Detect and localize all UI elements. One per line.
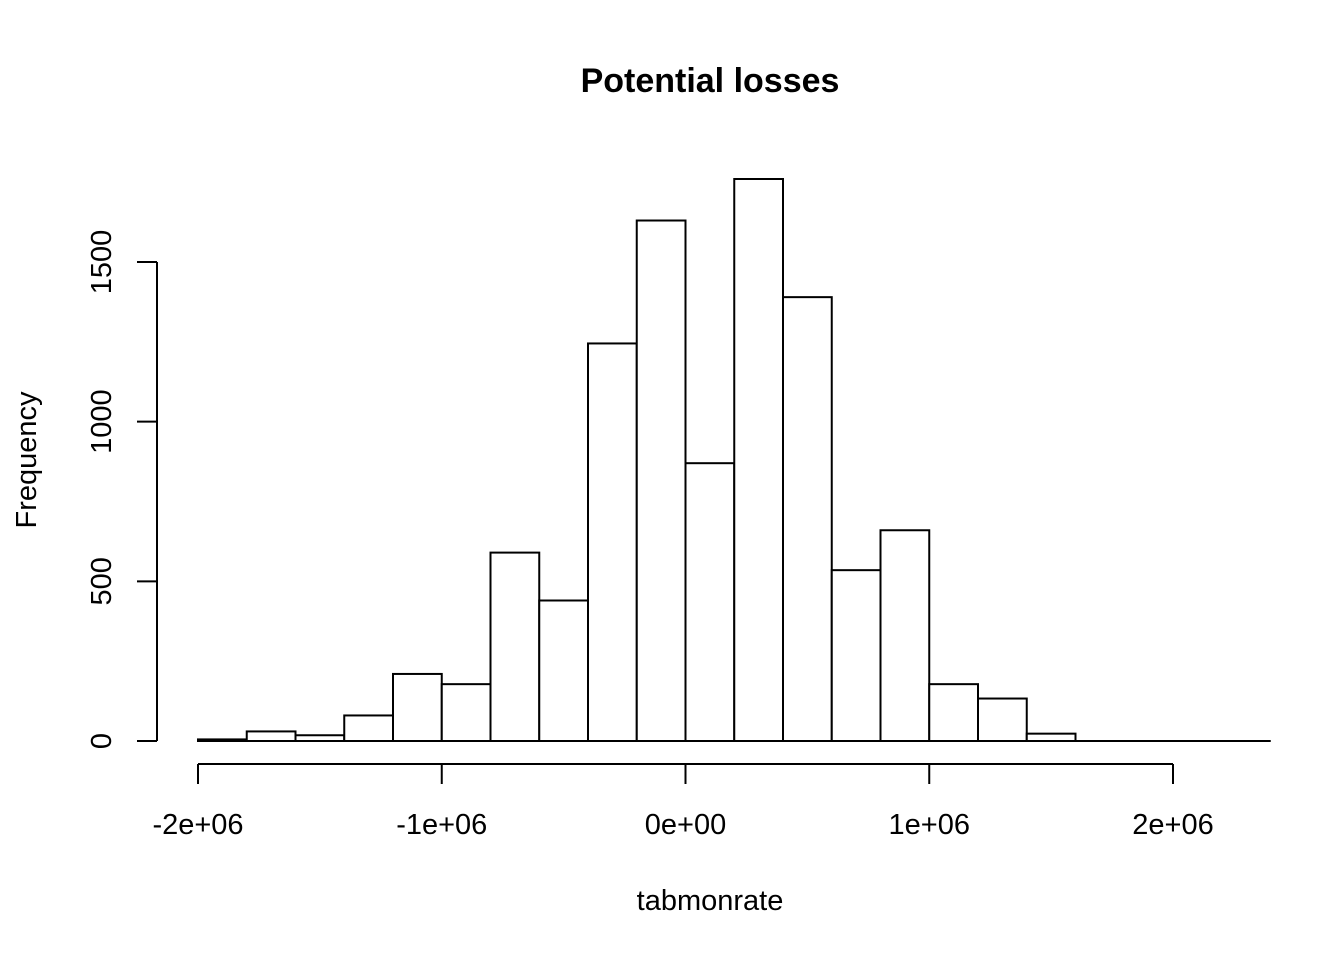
x-axis-title: tabmonrate (637, 885, 784, 917)
y-axis-title: Frequency (11, 391, 43, 529)
histogram-bar (489, 551, 541, 743)
histogram-bar (440, 683, 492, 743)
x-axis: -2e+06 -1e+06 0e+00 1e+06 2e+06 (152, 763, 1214, 841)
x-tick-label: 2e+06 (1132, 809, 1213, 841)
histogram-bar (977, 697, 1028, 743)
histogram-bar (245, 730, 297, 743)
histogram-bar (343, 714, 394, 742)
histogram-bar (684, 462, 736, 742)
y-axis: 0 500 1000 1500 (86, 230, 158, 749)
histogram-bar (879, 529, 931, 742)
y-tick-label: 1500 (86, 230, 118, 295)
histogram-bar (928, 683, 979, 743)
histogram-bar (538, 599, 589, 742)
x-tick-label: -2e+06 (152, 809, 243, 841)
x-tick-label: -1e+06 (396, 809, 487, 841)
y-tick-label: 1000 (86, 389, 118, 454)
histogram-bar (392, 672, 443, 742)
histogram-bar (830, 569, 882, 743)
histogram-bar (1025, 732, 1077, 743)
histogram-bar (587, 342, 638, 742)
y-tick-label: 0 (86, 733, 118, 749)
x-tick-label: 1e+06 (889, 809, 970, 841)
histogram-bar (635, 219, 687, 743)
histogram-bar (733, 178, 784, 742)
y-tick-label: 500 (86, 557, 118, 605)
x-tick-label: 0e+00 (645, 809, 726, 841)
bars-group (197, 178, 1077, 743)
chart-title: Potential losses (581, 62, 840, 100)
histogram-bar (782, 296, 833, 742)
